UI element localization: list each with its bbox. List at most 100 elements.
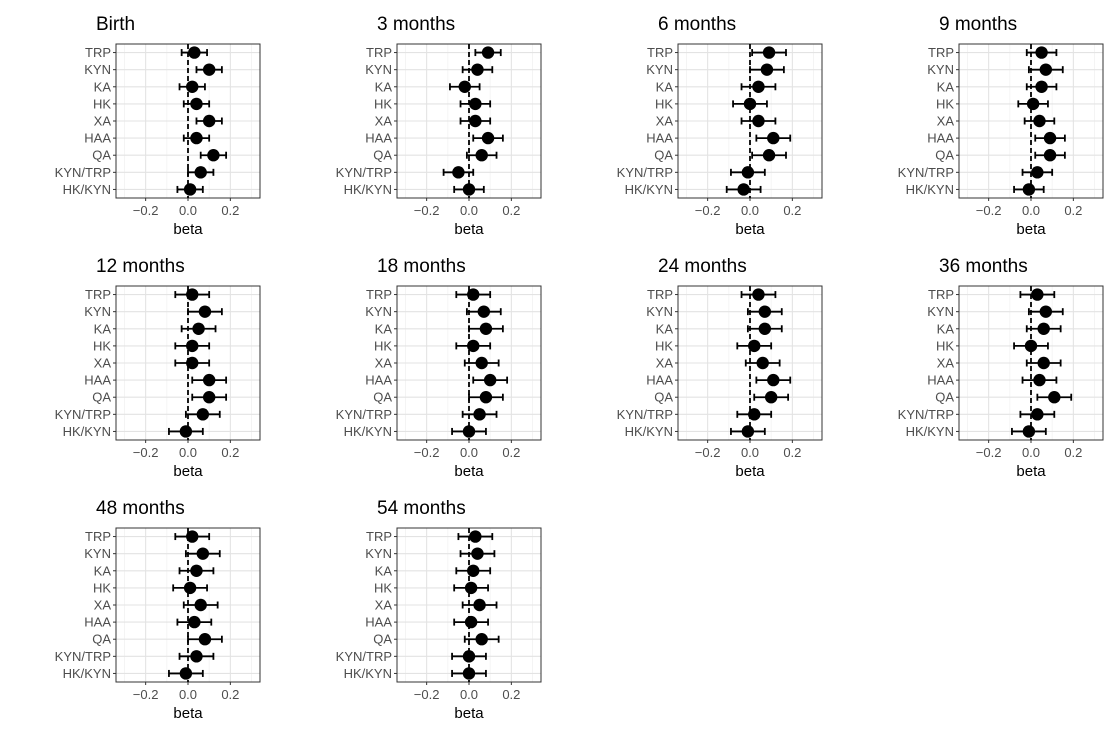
- y-tick-label: HK: [93, 96, 111, 111]
- point-estimate: [1031, 166, 1044, 179]
- y-tick-label: TRP: [366, 529, 392, 544]
- x-tick-label: 0.0: [179, 445, 197, 460]
- panel-svg: 6 months TRP KYN KA HK XA HAA QA KYN/TRP HK/KYN −0…: [617, 14, 823, 238]
- x-tick-label: 0.0: [741, 445, 759, 460]
- y-tick-label: KYN: [927, 62, 954, 77]
- point-estimate: [179, 425, 193, 438]
- y-tick-label: TRP: [928, 287, 954, 302]
- point-estimate: [756, 356, 769, 370]
- point-estimate: [179, 667, 193, 680]
- y-tick-label: QA: [373, 390, 392, 405]
- point-estimate: [741, 425, 755, 438]
- point-estimate: [1035, 80, 1048, 93]
- point-estimate: [198, 633, 212, 646]
- y-tick-label: KA: [375, 563, 393, 578]
- x-tick-label: 0.2: [221, 687, 239, 702]
- y-tick-label: HAA: [84, 131, 111, 146]
- x-axis-title: beta: [735, 221, 765, 238]
- x-axis-title: beta: [454, 221, 484, 238]
- y-tick-label: HAA: [646, 131, 673, 146]
- point-estimate: [1033, 114, 1046, 128]
- y-tick-label: HK: [374, 338, 392, 353]
- y-tick-label: HK/KYN: [625, 424, 673, 439]
- y-tick-label: TRP: [366, 45, 392, 60]
- x-tick-label: 0.2: [783, 203, 801, 218]
- y-tick-label: HK/KYN: [63, 182, 111, 197]
- point-estimate: [186, 339, 199, 353]
- y-tick-label: HAA: [365, 131, 392, 146]
- panel-18-months: 18 months TRP KYN KA HK XA HAA QA KYN/TRP HK/KYN −…: [293, 252, 549, 486]
- point-estimate: [452, 166, 465, 179]
- x-tick-label: −0.2: [414, 203, 440, 218]
- y-tick-label: HK: [374, 580, 392, 595]
- panel-title: 48 months: [96, 498, 185, 519]
- y-tick-label: KYN/TRP: [336, 165, 392, 180]
- y-tick-label: HK/KYN: [625, 182, 673, 197]
- y-tick-label: KYN/TRP: [336, 649, 392, 664]
- y-tick-label: KA: [375, 79, 393, 94]
- point-estimate: [190, 131, 203, 145]
- y-tick-label: KA: [656, 321, 674, 336]
- y-tick-label: XA: [94, 598, 112, 613]
- x-tick-label: −0.2: [133, 203, 159, 218]
- y-tick-label: XA: [656, 114, 674, 129]
- y-tick-label: QA: [373, 148, 392, 163]
- y-tick-label: XA: [375, 114, 393, 129]
- panel-svg: 24 months TRP KYN KA HK XA HAA QA KYN/TRP HK/KYN −…: [617, 256, 823, 480]
- point-estimate: [198, 305, 212, 318]
- point-estimate: [1048, 391, 1061, 404]
- y-tick-label: HK: [936, 338, 954, 353]
- y-tick-label: KYN: [365, 62, 392, 77]
- point-estimate: [748, 339, 761, 353]
- x-tick-label: −0.2: [695, 203, 721, 218]
- point-estimate: [1033, 373, 1046, 387]
- point-estimate: [202, 63, 216, 76]
- y-tick-label: TRP: [366, 287, 392, 302]
- x-tick-label: 0.2: [221, 203, 239, 218]
- y-tick-label: KA: [937, 79, 955, 94]
- point-estimate: [743, 97, 757, 111]
- point-estimate: [1035, 46, 1048, 59]
- panel-svg: 48 months TRP KYN KA HK XA HAA QA KYN/TRP HK/KYN −…: [55, 498, 261, 722]
- y-tick-label: KYN: [365, 546, 392, 561]
- point-estimate: [462, 425, 476, 438]
- point-estimate: [462, 650, 476, 663]
- y-tick-label: HAA: [365, 373, 392, 388]
- point-estimate: [1043, 131, 1057, 145]
- x-axis-title: beta: [173, 221, 203, 238]
- x-tick-label: −0.2: [414, 687, 440, 702]
- y-tick-label: TRP: [85, 287, 111, 302]
- x-tick-label: −0.2: [976, 203, 1002, 218]
- x-tick-label: −0.2: [133, 445, 159, 460]
- x-tick-label: −0.2: [133, 687, 159, 702]
- y-tick-label: QA: [92, 148, 111, 163]
- point-estimate: [202, 373, 216, 387]
- y-tick-label: QA: [373, 632, 392, 647]
- y-tick-label: QA: [935, 148, 954, 163]
- panel-title: 6 months: [658, 14, 736, 35]
- panel-title: 36 months: [939, 256, 1028, 277]
- point-estimate: [737, 183, 750, 196]
- point-estimate: [471, 63, 484, 76]
- point-estimate: [764, 391, 778, 404]
- y-tick-label: HAA: [84, 615, 111, 630]
- point-estimate: [741, 166, 755, 179]
- y-tick-label: HK: [93, 580, 111, 595]
- x-tick-label: −0.2: [976, 445, 1002, 460]
- panel-svg: 12 months TRP KYN KA HK XA HAA QA KYN/TRP HK/KYN −…: [55, 256, 261, 480]
- point-estimate: [758, 305, 772, 318]
- y-tick-label: XA: [656, 356, 674, 371]
- point-estimate: [471, 547, 484, 560]
- y-tick-label: TRP: [647, 287, 673, 302]
- panel-24-months: 24 months TRP KYN KA HK XA HAA QA KYN/TRP HK/KYN −…: [574, 252, 830, 486]
- point-estimate: [767, 373, 780, 387]
- x-tick-label: −0.2: [695, 445, 721, 460]
- point-estimate: [183, 581, 197, 595]
- y-tick-label: HK/KYN: [344, 182, 392, 197]
- x-axis-title: beta: [173, 705, 203, 722]
- y-tick-label: HK/KYN: [906, 182, 954, 197]
- point-estimate: [464, 615, 478, 629]
- panel-9-months: 9 months TRP KYN KA HK XA HAA QA KYN/TRP HK/KYN −0…: [855, 10, 1110, 244]
- point-estimate: [752, 288, 765, 301]
- x-tick-label: 0.2: [1064, 203, 1082, 218]
